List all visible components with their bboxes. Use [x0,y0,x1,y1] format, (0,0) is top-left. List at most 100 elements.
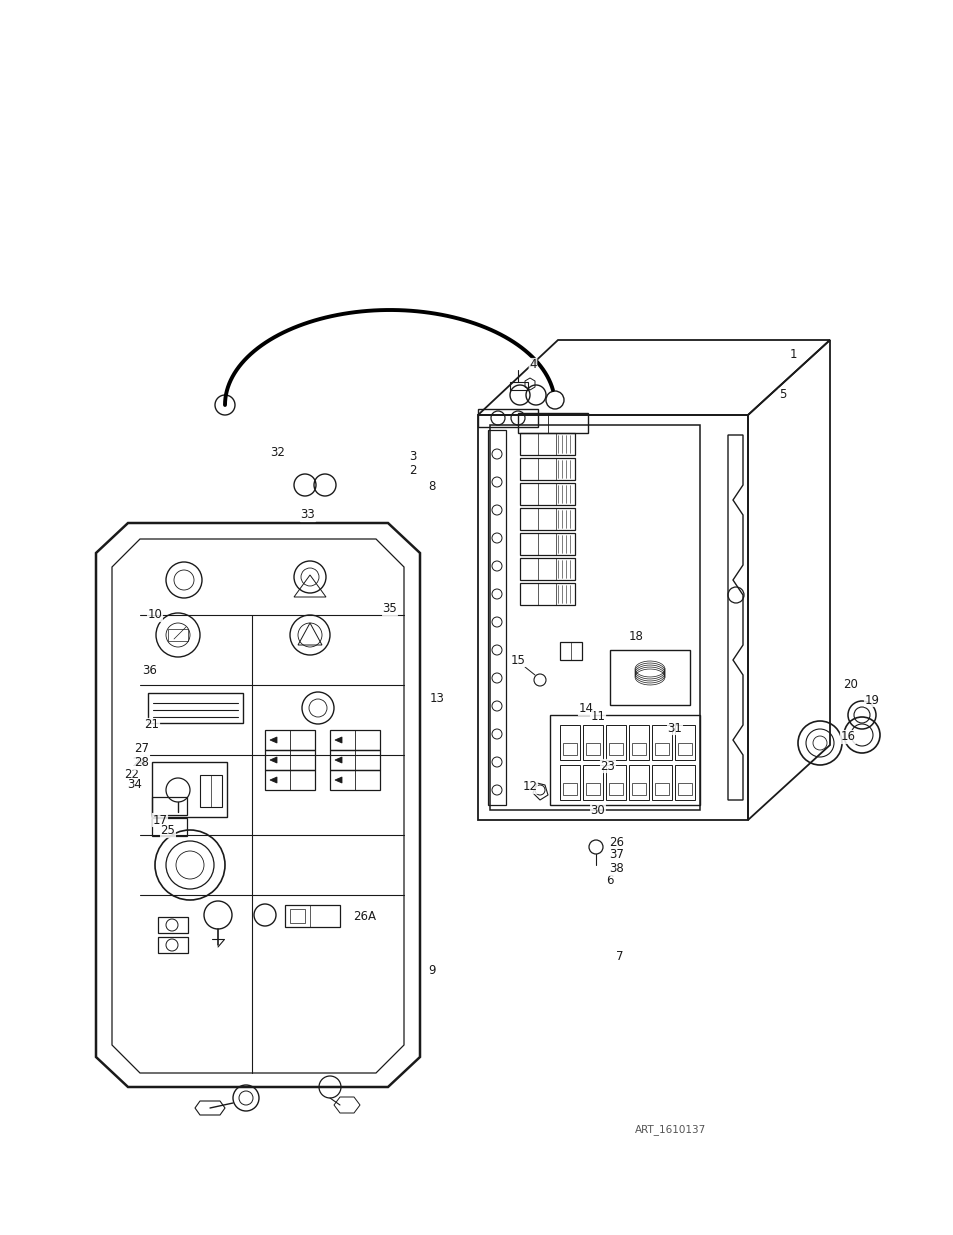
Bar [519,534,575,555]
Text: 22: 22 [125,768,139,782]
Bar [562,783,577,795]
Bar [585,743,599,755]
Bar [158,937,188,953]
Text: 26: 26 [609,836,624,850]
Text: 4: 4 [529,358,537,372]
Bar [631,783,645,795]
Text: 31: 31 [667,721,681,735]
Text: 24: 24 [132,757,148,769]
Text: 13: 13 [429,692,444,704]
Bar [265,750,314,769]
Bar [678,783,691,795]
Text: 33: 33 [300,509,315,521]
Bar [148,693,243,722]
Bar [510,382,527,390]
Bar [651,725,671,760]
Bar [675,725,695,760]
Polygon shape [270,757,276,763]
Bar [651,764,671,800]
Bar [265,730,314,750]
Bar [519,508,575,530]
Bar [608,783,622,795]
Text: 30: 30 [590,804,605,818]
Bar [285,905,339,927]
Bar [519,458,575,480]
Bar [330,769,379,790]
Bar [519,583,575,605]
Text: 10: 10 [148,609,162,621]
Bar [519,433,575,454]
Text: 11: 11 [590,710,605,724]
Text: 27: 27 [134,742,150,756]
Text: 28: 28 [134,756,150,768]
Text: 26A: 26A [354,910,376,924]
Bar [609,650,689,705]
Bar [265,769,314,790]
Polygon shape [335,737,341,743]
Text: ART_1610137: ART_1610137 [635,1125,705,1135]
Bar [628,764,648,800]
Text: 8: 8 [428,480,436,494]
Bar [519,483,575,505]
Text: 17: 17 [152,814,168,826]
Bar [559,642,581,659]
Bar [330,730,379,750]
Bar [488,430,505,805]
Text: 1: 1 [788,348,796,362]
Text: 3: 3 [409,451,416,463]
Bar [628,725,648,760]
Polygon shape [335,777,341,783]
Bar [582,764,602,800]
Text: 7: 7 [616,951,623,963]
Text: 25: 25 [160,825,175,837]
Circle shape [545,391,563,409]
Bar [168,629,188,641]
Bar [559,764,579,800]
Bar [290,909,305,923]
Bar [585,783,599,795]
Bar [519,558,575,580]
Bar [152,818,187,836]
Text: 36: 36 [142,663,157,677]
Text: 21: 21 [144,719,159,731]
Text: 12: 12 [522,781,537,794]
Bar [631,743,645,755]
Bar [517,412,587,433]
Text: 19: 19 [863,694,879,706]
Polygon shape [335,757,341,763]
Text: 16: 16 [840,730,855,743]
Bar [152,797,187,815]
Bar [608,743,622,755]
Bar [655,783,668,795]
Text: 5: 5 [779,389,786,401]
Text: 34: 34 [128,778,142,792]
Text: 32: 32 [271,447,285,459]
Text: 37: 37 [609,848,624,862]
Bar [605,725,625,760]
Bar [330,750,379,769]
Bar [678,743,691,755]
Text: 23: 23 [600,760,615,773]
Text: 6: 6 [605,873,613,887]
Bar [655,743,668,755]
Bar [559,725,579,760]
Text: 9: 9 [428,963,436,977]
Bar [200,776,222,806]
Bar [152,762,227,818]
Circle shape [214,395,234,415]
Bar [675,764,695,800]
Text: 38: 38 [609,862,623,876]
Bar [158,918,188,932]
Bar [477,409,537,427]
Polygon shape [270,737,276,743]
Text: 18: 18 [628,631,642,643]
Text: 2: 2 [409,463,416,477]
Bar [582,725,602,760]
Text: 14: 14 [578,703,593,715]
Text: 20: 20 [842,678,858,692]
Text: 35: 35 [382,603,397,615]
Polygon shape [270,777,276,783]
Bar [562,743,577,755]
Text: 15: 15 [510,653,525,667]
Bar [605,764,625,800]
